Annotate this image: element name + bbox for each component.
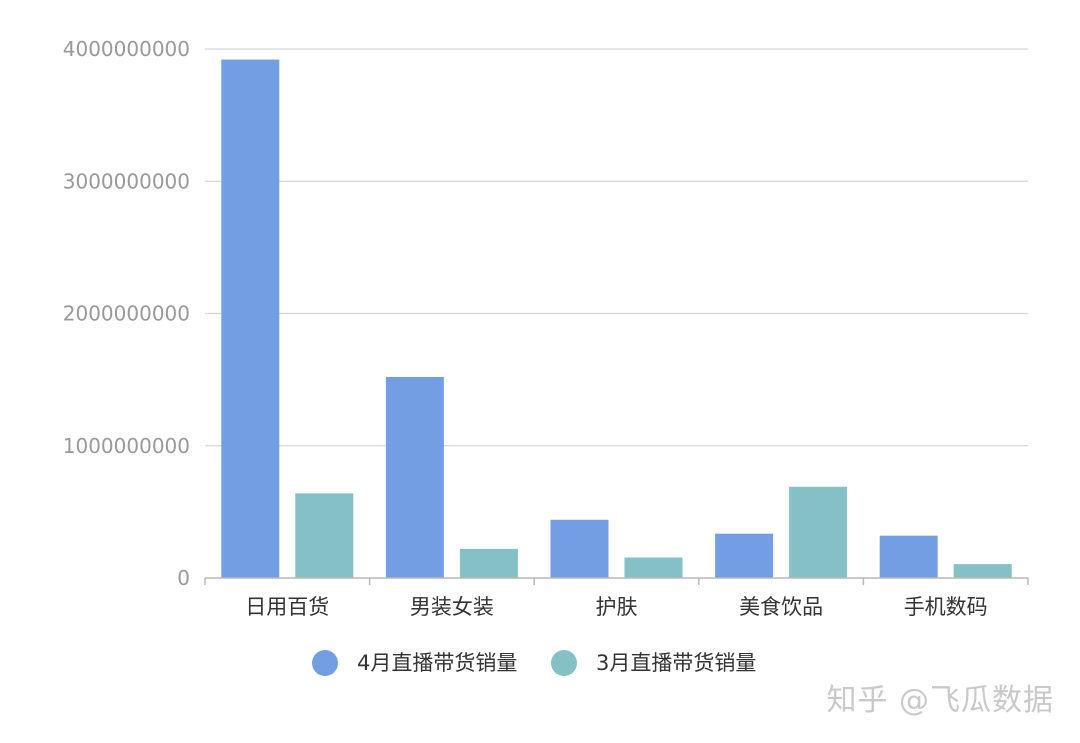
legend[interactable]: 4月直播带货销量 3月直播带货销量 <box>312 650 756 676</box>
bar[interactable] <box>295 493 354 578</box>
x-category-label: 护肤 <box>596 595 638 619</box>
y-tick-label: 1000000000 <box>63 434 190 458</box>
y-tick-label: 0 <box>177 566 190 590</box>
bar[interactable] <box>459 548 518 578</box>
bar[interactable] <box>953 564 1012 578</box>
bar[interactable] <box>715 533 774 578</box>
x-category-label: 手机数码 <box>904 595 988 619</box>
y-axis-tick-labels: 0 1000000000 2000000000 3000000000 400000000… <box>63 37 190 590</box>
watermark: 知乎 @飞瓜数据 <box>826 683 1054 718</box>
legend-label[interactable]: 4月直播带货销量 <box>357 651 517 675</box>
legend-marker[interactable] <box>312 650 338 676</box>
bar[interactable] <box>879 535 938 578</box>
y-tick-label: 4000000000 <box>63 37 190 61</box>
bar[interactable] <box>789 486 848 578</box>
bar[interactable] <box>385 376 444 578</box>
bar[interactable] <box>550 519 609 578</box>
x-axis-category-labels: 日用百货 男装女装 护肤 美食饮品 手机数码 <box>245 595 987 619</box>
x-category-label: 男装女装 <box>410 595 494 619</box>
bar[interactable] <box>624 557 683 578</box>
bars <box>221 59 1012 578</box>
x-axis-ticks <box>204 578 1029 585</box>
x-category-label: 日用百货 <box>245 595 329 619</box>
x-category-label: 美食饮品 <box>739 595 823 619</box>
y-tick-label: 2000000000 <box>63 302 190 326</box>
grid-lines <box>205 48 1028 447</box>
legend-marker[interactable] <box>551 650 577 676</box>
legend-label[interactable]: 3月直播带货销量 <box>596 651 756 675</box>
bar[interactable] <box>221 59 280 578</box>
y-tick-label: 3000000000 <box>63 169 190 193</box>
